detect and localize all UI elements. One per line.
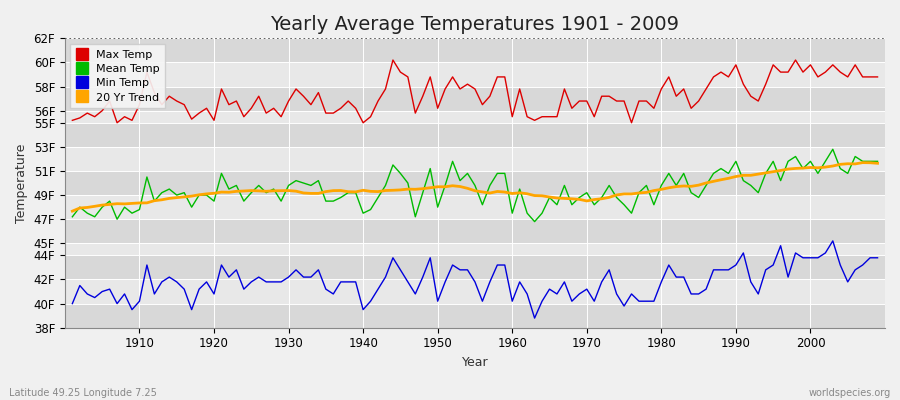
Bar — [65, 280, 885, 304]
Legend: Max Temp, Mean Temp, Min Temp, 20 Yr Trend: Max Temp, Mean Temp, Min Temp, 20 Yr Tre… — [70, 44, 166, 108]
Bar — [65, 62, 885, 86]
X-axis label: Year: Year — [462, 356, 489, 369]
Bar — [65, 86, 885, 111]
Bar — [65, 255, 885, 280]
Bar — [65, 171, 885, 195]
Bar — [65, 195, 885, 219]
Bar — [65, 111, 885, 123]
Text: worldspecies.org: worldspecies.org — [809, 388, 891, 398]
Y-axis label: Temperature: Temperature — [15, 143, 28, 223]
Bar — [65, 304, 885, 328]
Text: Latitude 49.25 Longitude 7.25: Latitude 49.25 Longitude 7.25 — [9, 388, 157, 398]
Bar — [65, 147, 885, 171]
Title: Yearly Average Temperatures 1901 - 2009: Yearly Average Temperatures 1901 - 2009 — [271, 15, 680, 34]
Bar — [65, 38, 885, 62]
Bar — [65, 243, 885, 255]
Bar — [65, 123, 885, 147]
Bar — [65, 219, 885, 243]
